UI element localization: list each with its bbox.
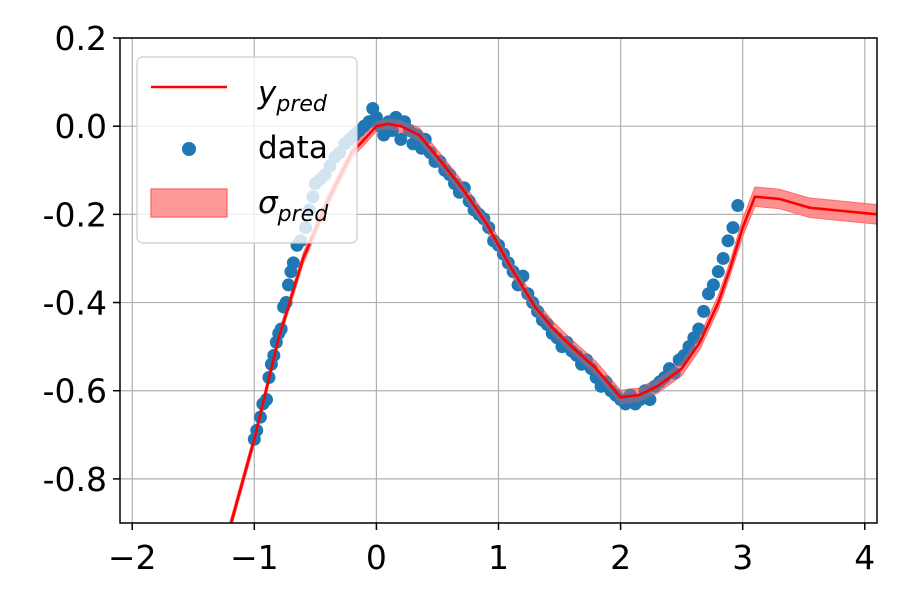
data-point	[394, 132, 408, 146]
data-point	[731, 199, 745, 213]
x-tick-label: 3	[732, 538, 753, 577]
y-tick-label: 0.0	[55, 107, 107, 146]
legend-marker-swatch	[182, 142, 196, 156]
plot-area	[229, 102, 877, 523]
data-point	[692, 322, 706, 336]
x-tick-label: −2	[108, 538, 157, 577]
x-tick-label: 2	[610, 538, 631, 577]
data-point	[281, 278, 295, 292]
y-tick-label: 0.2	[55, 19, 107, 58]
x-tick-label: 1	[488, 538, 509, 577]
legend-label: data	[258, 130, 328, 166]
legend-label-subscript: pred	[275, 92, 328, 117]
y-tick-label: -0.6	[43, 372, 107, 411]
legend-label: ypred	[257, 75, 328, 117]
data-point	[385, 124, 399, 138]
data-point	[711, 265, 725, 279]
y-tick-label: -0.4	[43, 284, 107, 323]
data-point	[721, 234, 735, 248]
y-tick-label: -0.2	[43, 195, 107, 234]
y-tick-label: -0.8	[43, 460, 107, 499]
legend-label-subscript: pred	[277, 202, 330, 227]
x-tick-label: 4	[854, 538, 875, 577]
axis-ticks: −2 −1 0 1 2 3 4 0.2 0.0 -0.2 -0.4 -0.6 -0.8	[43, 19, 876, 577]
data-point	[726, 221, 740, 235]
legend-label: σpred	[258, 185, 329, 227]
legend-label-base: σ	[258, 185, 279, 221]
data-point	[643, 393, 657, 407]
data-point	[716, 251, 730, 265]
x-tick-label: 0	[366, 538, 387, 577]
data-point	[706, 278, 720, 292]
x-tick-label: −1	[230, 538, 279, 577]
data-point	[286, 256, 300, 270]
data-point	[457, 181, 471, 195]
data-point	[418, 132, 432, 146]
data-point	[516, 269, 530, 283]
legend-label-base: y	[257, 75, 277, 111]
legend-band-swatch	[150, 188, 228, 218]
data-point	[697, 304, 711, 318]
